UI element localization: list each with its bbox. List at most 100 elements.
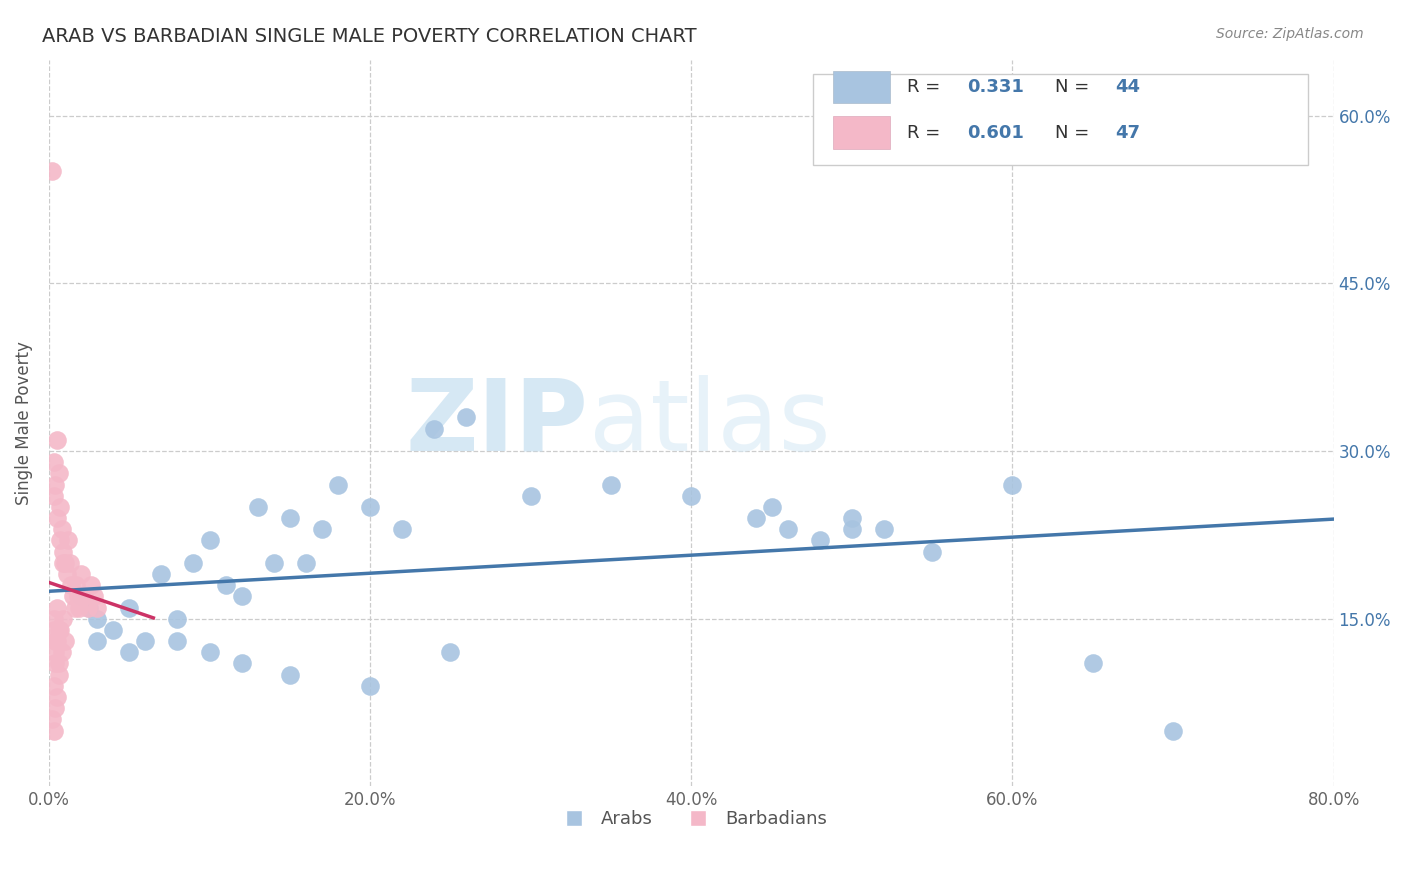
Point [519, 489, 541, 503]
Point [231, 657, 253, 671]
Text: R =: R = [907, 124, 946, 142]
Text: R =: R = [907, 78, 946, 96]
Point [921, 544, 943, 558]
Text: atlas: atlas [589, 375, 830, 472]
Point [744, 511, 766, 525]
Point [48, 467, 70, 481]
Point [62, 590, 84, 604]
Point [53, 556, 76, 570]
Point [44, 701, 66, 715]
Point [48, 657, 70, 671]
FancyBboxPatch shape [832, 70, 890, 103]
Point [1001, 477, 1024, 491]
Point [439, 645, 461, 659]
Text: N =: N = [1054, 78, 1095, 96]
Point [65, 578, 87, 592]
Point [44, 645, 66, 659]
Point [46, 690, 69, 704]
Point [49, 623, 72, 637]
Point [44, 477, 66, 491]
Point [278, 511, 301, 525]
Point [423, 422, 446, 436]
Point [44, 634, 66, 648]
Point [86, 600, 108, 615]
Point [48, 623, 70, 637]
Point [42, 489, 65, 503]
Legend: Arabs, Barbadians: Arabs, Barbadians [548, 803, 834, 836]
Point [63, 600, 86, 615]
Point [46, 634, 69, 648]
Y-axis label: Single Male Poverty: Single Male Poverty [15, 341, 32, 505]
Text: 0.331: 0.331 [967, 78, 1025, 96]
Point [166, 612, 188, 626]
Point [48, 667, 70, 681]
Point [53, 634, 76, 648]
Point [183, 556, 205, 570]
Point [600, 477, 623, 491]
Point [150, 567, 173, 582]
Point [456, 410, 478, 425]
Point [761, 500, 783, 514]
Text: Source: ZipAtlas.com: Source: ZipAtlas.com [1216, 27, 1364, 41]
Text: N =: N = [1054, 124, 1095, 142]
Point [86, 634, 108, 648]
Point [198, 645, 221, 659]
Point [198, 533, 221, 548]
Point [52, 544, 75, 558]
Point [41, 712, 63, 726]
Point [231, 590, 253, 604]
Point [42, 623, 65, 637]
Point [326, 477, 349, 491]
Point [52, 612, 75, 626]
Point [66, 590, 89, 604]
Point [70, 590, 93, 604]
Point [1161, 723, 1184, 738]
Point [69, 600, 91, 615]
Point [359, 679, 381, 693]
Point [103, 623, 125, 637]
Point [1081, 657, 1104, 671]
Point [134, 634, 156, 648]
Point [49, 533, 72, 548]
Point [359, 500, 381, 514]
Point [59, 556, 82, 570]
Point [55, 567, 77, 582]
Point [391, 522, 413, 536]
Text: ZIP: ZIP [406, 375, 589, 472]
Point [83, 590, 105, 604]
Text: 0.601: 0.601 [967, 124, 1025, 142]
Point [80, 578, 103, 592]
Point [41, 164, 63, 178]
Point [42, 679, 65, 693]
Point [46, 600, 69, 615]
Point [60, 578, 83, 592]
Point [166, 634, 188, 648]
Point [311, 522, 333, 536]
Point [42, 723, 65, 738]
Point [808, 533, 831, 548]
Point [86, 612, 108, 626]
Point [46, 433, 69, 447]
Point [295, 556, 318, 570]
Point [49, 500, 72, 514]
Text: ARAB VS BARBADIAN SINGLE MALE POVERTY CORRELATION CHART: ARAB VS BARBADIAN SINGLE MALE POVERTY CO… [42, 27, 697, 45]
FancyBboxPatch shape [832, 116, 890, 149]
Point [263, 556, 285, 570]
Point [46, 511, 69, 525]
Point [73, 590, 96, 604]
Point [58, 533, 80, 548]
Point [51, 522, 73, 536]
Text: 44: 44 [1115, 78, 1140, 96]
Point [278, 667, 301, 681]
Point [44, 657, 66, 671]
Point [51, 645, 73, 659]
Point [841, 522, 863, 536]
Point [681, 489, 703, 503]
Point [76, 600, 98, 615]
Point [77, 600, 100, 615]
Point [42, 612, 65, 626]
Point [776, 522, 799, 536]
Point [70, 567, 93, 582]
FancyBboxPatch shape [813, 74, 1308, 165]
Point [42, 455, 65, 469]
